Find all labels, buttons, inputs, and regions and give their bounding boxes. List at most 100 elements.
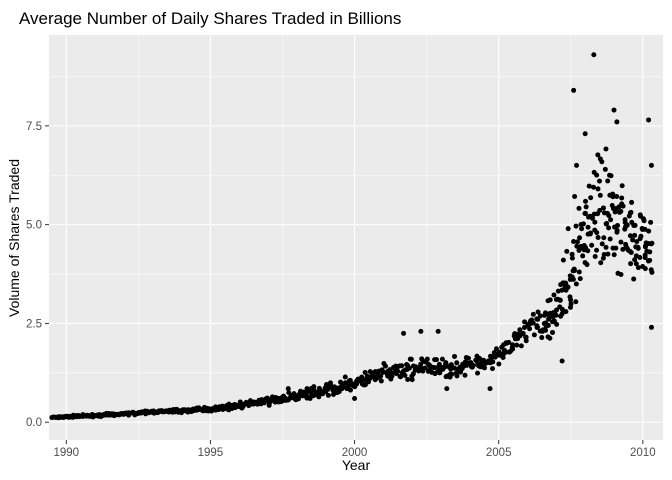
data-point — [601, 235, 607, 241]
data-point — [477, 355, 483, 361]
data-point — [600, 205, 606, 211]
data-point — [614, 194, 620, 200]
data-point — [381, 369, 387, 375]
data-point — [603, 244, 609, 250]
data-point — [604, 221, 610, 227]
data-point — [582, 210, 588, 216]
data-point — [615, 223, 621, 229]
data-point — [603, 146, 609, 152]
data-point — [576, 269, 582, 275]
data-point — [569, 251, 575, 257]
data-point — [435, 328, 441, 334]
data-point — [613, 245, 619, 251]
data-point — [618, 239, 624, 245]
data-point — [614, 119, 620, 125]
data-point — [553, 312, 559, 318]
data-point — [632, 232, 638, 238]
x-tick-label: 2000 — [342, 447, 368, 459]
data-point — [514, 342, 520, 348]
data-point — [378, 373, 384, 379]
data-point — [362, 370, 368, 376]
data-point — [174, 406, 180, 412]
data-point — [573, 299, 579, 305]
data-point — [637, 255, 643, 261]
data-point — [545, 322, 551, 328]
data-point — [570, 276, 576, 282]
data-point — [352, 384, 358, 390]
data-point — [618, 272, 624, 278]
data-point — [648, 219, 654, 225]
data-point — [475, 370, 481, 376]
data-point — [607, 172, 613, 178]
data-point — [592, 253, 598, 259]
data-point — [378, 378, 384, 384]
data-point — [576, 205, 582, 211]
data-point — [418, 328, 424, 334]
data-point — [580, 221, 586, 227]
x-axis: 1990 1995 2000 2005 2010 — [53, 440, 656, 459]
data-point — [606, 225, 612, 231]
data-point — [614, 227, 620, 233]
data-point — [646, 228, 652, 234]
data-point — [444, 386, 450, 392]
data-point — [628, 209, 634, 215]
data-point — [571, 87, 577, 93]
data-point — [567, 294, 573, 300]
data-point — [405, 377, 411, 383]
data-point — [574, 162, 580, 168]
data-point — [285, 386, 291, 392]
data-point — [547, 297, 553, 303]
data-point — [549, 313, 555, 319]
data-point — [585, 224, 591, 230]
data-point — [395, 364, 401, 370]
data-point — [517, 327, 523, 333]
data-point — [316, 394, 322, 400]
data-point — [598, 260, 604, 266]
data-point — [522, 319, 528, 325]
data-point — [452, 353, 458, 359]
data-point — [311, 384, 317, 390]
data-point — [595, 235, 601, 241]
data-point — [507, 349, 513, 355]
data-point — [496, 361, 502, 367]
data-point — [422, 365, 428, 371]
data-point — [395, 368, 401, 374]
x-tick-label: 2005 — [486, 447, 512, 459]
data-point — [500, 354, 506, 360]
data-point — [630, 237, 636, 243]
data-point — [586, 183, 592, 189]
data-point — [535, 324, 541, 330]
data-point — [510, 346, 516, 352]
data-point — [559, 306, 565, 312]
data-point — [577, 276, 583, 282]
data-point — [599, 241, 605, 247]
data-point — [605, 178, 611, 184]
data-point — [402, 372, 408, 378]
data-point — [342, 380, 348, 386]
data-point — [594, 230, 600, 236]
data-point — [632, 222, 638, 228]
data-point — [76, 413, 82, 419]
data-point — [638, 233, 644, 239]
data-point — [587, 231, 593, 237]
data-point — [642, 255, 648, 261]
data-point — [595, 186, 601, 192]
data-point — [584, 262, 590, 268]
data-point — [535, 316, 541, 322]
data-point — [563, 287, 569, 293]
data-point — [596, 178, 602, 184]
data-point — [489, 366, 495, 372]
data-point — [569, 255, 575, 261]
data-point — [559, 311, 565, 317]
data-point — [537, 313, 543, 319]
data-point — [635, 265, 641, 271]
data-point — [571, 266, 577, 272]
data-point — [543, 327, 549, 333]
data-point — [506, 339, 512, 345]
data-point — [510, 342, 516, 348]
data-point — [624, 222, 630, 228]
data-point — [583, 198, 589, 204]
data-point — [610, 191, 616, 197]
data-point — [462, 372, 468, 378]
data-point — [618, 208, 624, 214]
